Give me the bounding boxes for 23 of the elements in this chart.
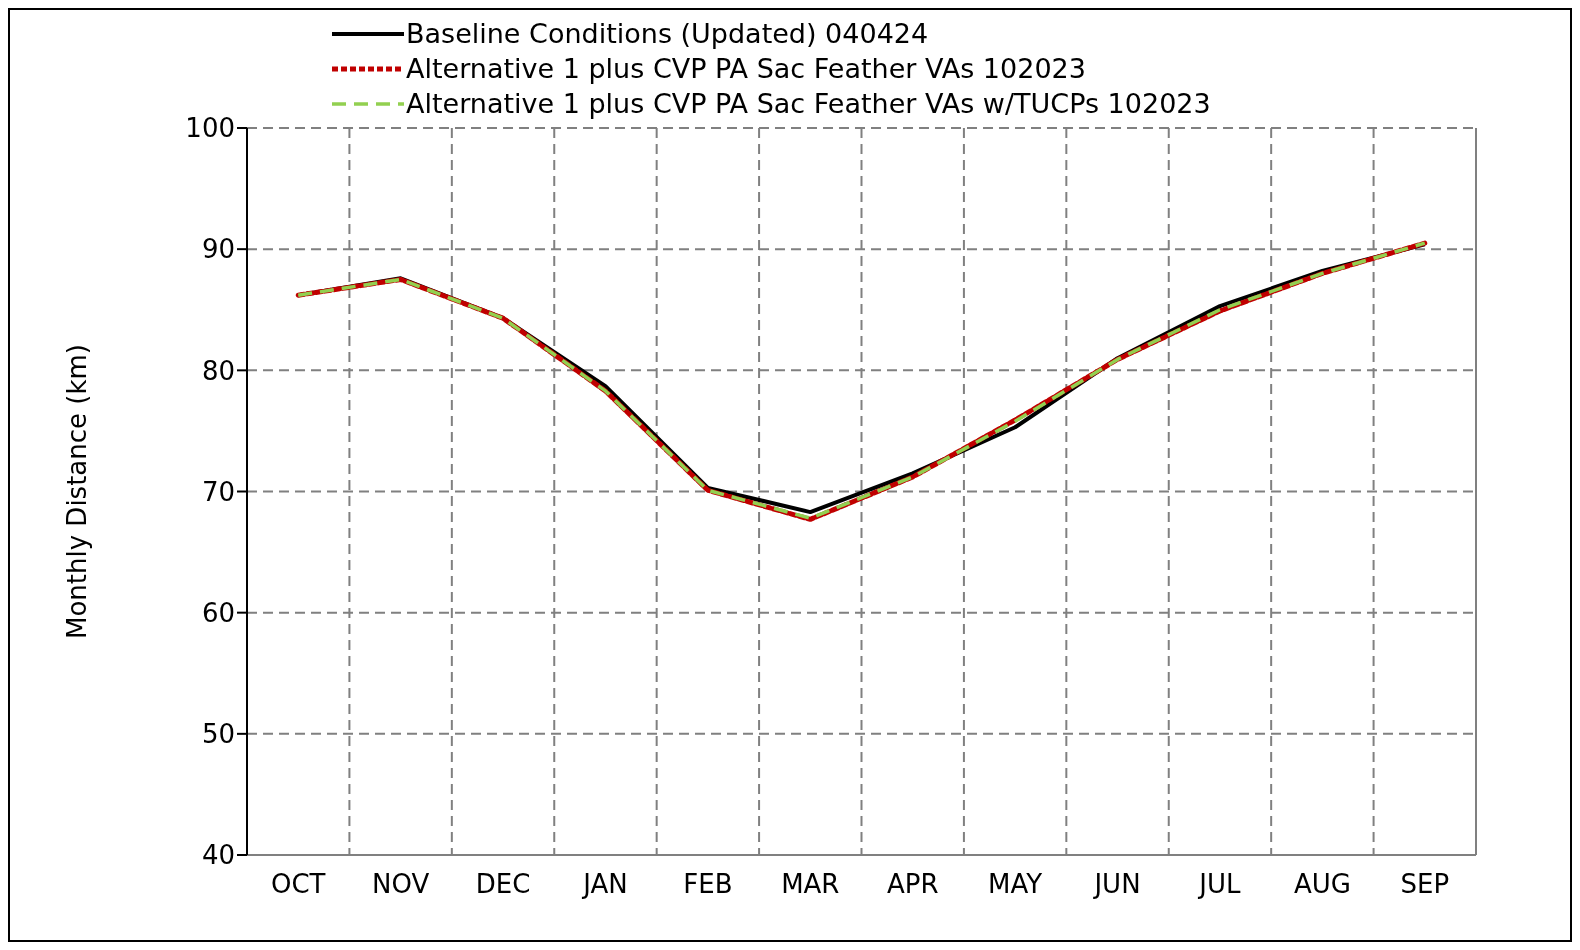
y-tick-label: 90 [201,234,235,265]
x-tick-label: DEC [475,869,531,900]
x-tick-label: AUG [1293,869,1351,900]
x-tick-label: MAY [988,869,1043,900]
x-tick-label: FEB [683,869,733,900]
x-tick-label: NOV [372,869,430,900]
y-tick-label: 50 [201,719,235,750]
x-tick-label: MAR [781,869,840,900]
x-tick-label: JUL [1197,869,1242,900]
x-tick-label: JAN [581,869,628,900]
legend-label: Baseline Conditions (Updated) 040424 [406,17,929,51]
y-tick-label: 40 [201,840,235,871]
legend-label: Alternative 1 plus CVP PA Sac Feather VAs w/TUCPs 102023 [406,87,1211,121]
y-tick-label: 80 [201,355,235,386]
x-tick-label: OCT [270,869,326,900]
y-axis-title: Monthly Distance (km) [62,344,93,639]
y-tick-label: 60 [201,597,235,628]
x-tick-label: SEP [1400,869,1450,900]
x-tick-label: JUN [1092,869,1141,900]
y-tick-label: 70 [201,476,235,507]
x-tick-label: APR [886,869,939,900]
legend-label: Alternative 1 plus CVP PA Sac Feather VAs 102023 [406,52,1086,86]
y-tick-label: 100 [185,113,235,144]
